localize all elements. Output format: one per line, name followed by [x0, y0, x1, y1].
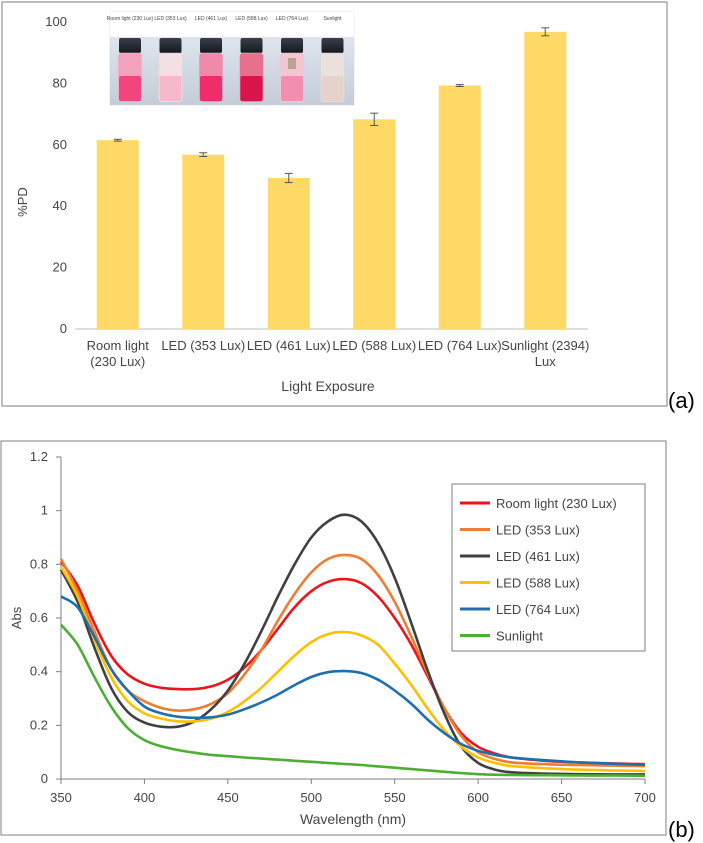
bar — [267, 177, 310, 329]
y-tick-label: 0 — [60, 321, 67, 336]
bars — [96, 31, 567, 329]
vial-cap — [200, 38, 222, 53]
vial-cap — [321, 38, 344, 53]
photo-label: Sunlight — [323, 16, 342, 22]
x-category-label: LED (764 Lux) — [418, 338, 502, 353]
y-tick-label: 0.2 — [30, 717, 48, 732]
series-line — [59, 566, 646, 773]
y-tick-label: 0.4 — [30, 664, 48, 679]
series-line — [59, 560, 646, 766]
y-tick-labels-a: 0 20 40 60 80 100 — [45, 14, 67, 336]
bar — [524, 31, 567, 329]
x-category-label: Room light — [87, 338, 150, 353]
vial-liquid — [281, 76, 303, 101]
photo-labels: Room light (230 Lux) LED (353 Lux) LED (46… — [107, 16, 342, 22]
x-category-label: LED (588 Lux) — [332, 338, 416, 353]
vial-sticker — [288, 58, 296, 69]
vial-liquid — [119, 76, 141, 101]
x-tick-label: 650 — [551, 790, 573, 805]
x-category-label: Lux — [535, 354, 556, 369]
vials-photo-inset: Room light (230 Lux) LED (353 Lux) LED (46… — [107, 11, 355, 106]
legend-entry: LED (764 Lux) — [496, 602, 580, 617]
legend-entry: Room light (230 Lux) — [496, 496, 617, 511]
photo-label: LED (588 Lux) — [235, 16, 268, 22]
x-tick-label: 450 — [217, 790, 239, 805]
photo-label: LED (764 Lux) — [276, 16, 309, 22]
bar — [353, 119, 396, 329]
series-line — [59, 623, 646, 778]
legend-entry: LED (588 Lux) — [496, 576, 580, 591]
legend-entry: LED (461 Lux) — [496, 549, 580, 564]
panel-b-label: (b) — [668, 817, 695, 842]
vial-liquid — [200, 76, 222, 101]
x-tick-label: 700 — [634, 790, 656, 805]
spectra-lines — [59, 513, 646, 778]
x-tick-label: 400 — [134, 790, 156, 805]
vial-cap — [240, 38, 263, 53]
legend-entry: Sunlight — [496, 629, 543, 644]
legend-box — [451, 483, 646, 652]
vial-cap — [119, 38, 141, 53]
y-tick-labels-b: 0 0.2 0.4 0.6 0.8 1 1.2 — [30, 449, 48, 786]
x-tick-label: 500 — [300, 790, 322, 805]
x-category-label: LED (353 Lux) — [161, 338, 245, 353]
photo-label-strip — [110, 12, 354, 37]
bar — [96, 140, 139, 329]
x-tick-label: 350 — [50, 790, 72, 805]
x-category-labels: Room light(230 Lux) LED (353 Lux) LED (461… — [87, 338, 590, 369]
vial-liquid — [321, 76, 344, 101]
series-line — [59, 553, 646, 768]
x-tick-label: 600 — [467, 790, 489, 805]
legend: Room light (230 Lux) LED (353 Lux) LED (46… — [451, 483, 646, 652]
y-tick-label: 80 — [53, 75, 67, 90]
legend-entry: LED (353 Lux) — [496, 523, 580, 538]
series-line — [60, 595, 646, 767]
x-category-label: LED (461 Lux) — [247, 338, 331, 353]
x-axis-title-b: Wavelength (nm) — [300, 811, 406, 827]
y-tick-label: 100 — [45, 14, 67, 29]
y-tick-label: 0.8 — [30, 556, 48, 571]
x-category-label: (230 Lux) — [90, 354, 145, 369]
y-tick-label: 20 — [53, 260, 67, 275]
legend-items: Room light (230 Lux) LED (353 Lux) LED (46… — [460, 496, 617, 644]
y-tick-label: 60 — [53, 137, 67, 152]
vials — [117, 38, 345, 103]
x-axis-title-a: Light Exposure — [281, 378, 375, 394]
y-axis-title-b: Abs — [9, 606, 24, 629]
panel-a-label: (a) — [668, 388, 695, 413]
series-line — [59, 513, 646, 776]
x-category-label: Sunlight (2394) — [501, 338, 589, 353]
photo-label: LED (461 Lux) — [195, 16, 228, 22]
line-chart-panel: 0 0.2 0.4 0.6 0.8 1 1.2 350 400 450 500 550 600 650 7… — [0, 440, 667, 836]
vial-liquid — [159, 76, 182, 101]
photo-label: Room light (230 Lux) — [107, 16, 154, 22]
error-bars — [113, 27, 550, 184]
tick-marks-b — [56, 456, 646, 784]
vial-liquid — [240, 76, 263, 101]
x-tick-labels-b: 350 400 450 500 550 600 650 700 — [50, 790, 656, 805]
vial-cap — [281, 38, 303, 53]
y-tick-label: 40 — [53, 198, 67, 213]
y-tick-label: 1.2 — [30, 449, 48, 464]
x-tick-label: 550 — [384, 790, 406, 805]
bar — [438, 85, 481, 329]
y-axis-title-a: %PD — [15, 187, 30, 217]
bar — [182, 154, 225, 329]
y-tick-label: 0 — [41, 771, 48, 786]
y-tick-label: 1 — [41, 503, 48, 518]
bar-chart-panel: 0 20 40 60 80 100 Room light(230 Lux) LED (353… — [1, 1, 668, 407]
photo-label: LED (353 Lux) — [154, 16, 187, 22]
vial-cap — [159, 38, 182, 53]
y-tick-label: 0.6 — [30, 610, 48, 625]
